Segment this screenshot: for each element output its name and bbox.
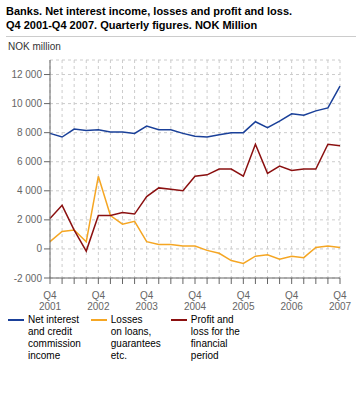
html-text:Banks. Net interest income, lo: Banks. Net interest income, losses and p… — [6, 5, 293, 31]
svg-text:Q42003: Q42003 — [136, 290, 159, 312]
svg-text:Q42006: Q42006 — [281, 290, 304, 312]
svg-text:4 000: 4 000 — [17, 185, 42, 196]
html-text:Losses on loans, guarantees et: Losses on loans, guarantees etc. — [110, 314, 161, 361]
svg-text:0: 0 — [36, 243, 42, 254]
svg-text:-2 000: -2 000 — [14, 273, 43, 284]
svg-text:12 000: 12 000 — [11, 69, 42, 80]
html-text:NOK million: NOK million — [8, 41, 61, 52]
svg-text:Q42002: Q42002 — [87, 290, 110, 312]
html-text:Net interest and credit commis: Net interest and credit commission incom… — [28, 314, 81, 361]
svg-text:Q42001: Q42001 — [39, 290, 62, 312]
svg-text:10 000: 10 000 — [11, 98, 42, 109]
svg-text:Q42007: Q42007 — [329, 290, 352, 312]
svg-text:6 000: 6 000 — [17, 156, 42, 167]
svg-text:2 000: 2 000 — [17, 214, 42, 225]
svg-text:Q42005: Q42005 — [232, 290, 255, 312]
svg-text:8 000: 8 000 — [17, 127, 42, 138]
svg-text:Q42004: Q42004 — [184, 290, 207, 312]
html-text:Profit and loss for the financ: Profit and loss for the financial period — [190, 314, 240, 361]
